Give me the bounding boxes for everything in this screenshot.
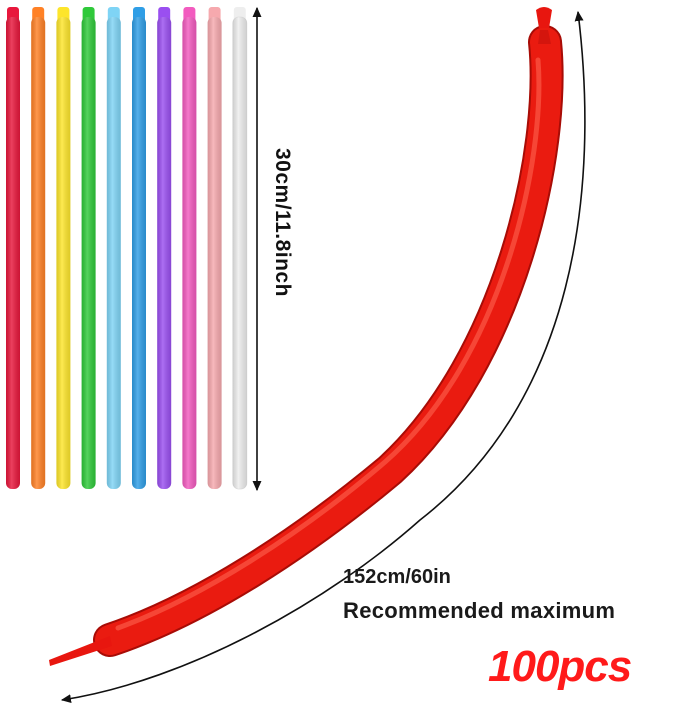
balloon-strip bbox=[232, 7, 248, 490]
length-dimension-arrow bbox=[60, 10, 586, 704]
balloon-strip bbox=[106, 7, 121, 489]
inflated-length-label: 152cm/60in bbox=[343, 566, 451, 588]
balloon-strip bbox=[182, 7, 197, 489]
balloon-strip bbox=[6, 7, 20, 489]
balloon-strip bbox=[81, 7, 96, 489]
uninflated-balloons bbox=[6, 7, 248, 490]
balloon-strip bbox=[56, 7, 71, 489]
inflated-length-note: Recommended maximum bbox=[343, 598, 616, 623]
unstretched-length-label: 30cm/11.8inch bbox=[271, 148, 294, 297]
balloon-knot bbox=[538, 30, 551, 44]
balloon-strip bbox=[207, 7, 222, 489]
quantity-label: 100pcs bbox=[488, 642, 632, 691]
balloon-tail bbox=[49, 636, 112, 666]
inflated-balloon bbox=[49, 7, 564, 666]
balloon-strip bbox=[31, 7, 46, 489]
balloon-strip bbox=[132, 7, 146, 489]
balloon-strip bbox=[157, 7, 172, 489]
